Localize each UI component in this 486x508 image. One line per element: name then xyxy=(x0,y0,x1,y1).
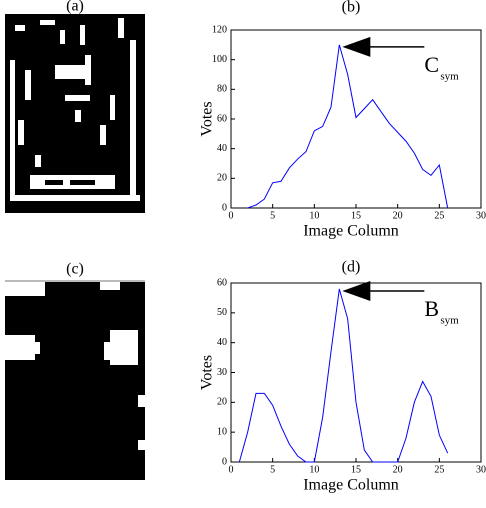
binary-image-c xyxy=(5,280,145,480)
x-tick-label: 30 xyxy=(476,210,486,221)
y-tick-label: 120 xyxy=(212,24,227,35)
y-tick-label: 20 xyxy=(217,173,227,184)
x-tick-label: 25 xyxy=(434,210,444,221)
panel-label: (c) xyxy=(66,261,84,278)
y-tick-label: 40 xyxy=(217,143,227,154)
plot-frame xyxy=(231,30,481,208)
annotation-label: B xyxy=(424,296,439,321)
annotation-label: C xyxy=(424,52,439,77)
x-tick-label: 20 xyxy=(393,464,403,475)
y-tick-label: 100 xyxy=(212,54,227,65)
y-tick-label: 0 xyxy=(222,202,227,213)
annotation-subscript: sym xyxy=(440,314,459,326)
x-tick-label: 10 xyxy=(309,464,319,475)
y-axis-label: Votes xyxy=(199,355,216,390)
chart-title: (d) xyxy=(342,259,361,276)
x-tick-label: 5 xyxy=(270,464,275,475)
x-tick-label: 15 xyxy=(351,210,361,221)
plot-frame xyxy=(231,283,481,462)
x-tick-label: 10 xyxy=(309,210,319,221)
x-axis-label: Image Column xyxy=(303,223,399,240)
y-tick-label: 0 xyxy=(222,456,227,467)
x-tick-label: 0 xyxy=(229,464,234,475)
x-axis-label: Image Column xyxy=(303,477,399,494)
figure: (a) (c) 020406080100120051015202530(b)Im… xyxy=(0,0,486,508)
x-tick-label: 20 xyxy=(393,210,403,221)
y-tick-label: 80 xyxy=(217,84,227,95)
y-tick-label: 60 xyxy=(217,113,227,124)
x-tick-label: 25 xyxy=(434,464,444,475)
y-tick-label: 30 xyxy=(217,367,227,378)
x-tick-label: 5 xyxy=(270,210,275,221)
y-axis-label: Votes xyxy=(199,101,216,136)
y-tick-label: 60 xyxy=(217,277,227,288)
y-tick-label: 20 xyxy=(217,397,227,408)
panel-label: (a) xyxy=(66,0,84,15)
binary-image-a xyxy=(5,14,145,213)
x-tick-label: 30 xyxy=(476,464,486,475)
x-tick-label: 0 xyxy=(229,210,234,221)
annotation-subscript: sym xyxy=(440,70,459,82)
y-tick-label: 10 xyxy=(217,426,227,437)
x-tick-label: 15 xyxy=(351,464,361,475)
y-tick-label: 40 xyxy=(217,337,227,348)
chart-title: (b) xyxy=(342,0,361,16)
y-tick-label: 50 xyxy=(217,307,227,318)
